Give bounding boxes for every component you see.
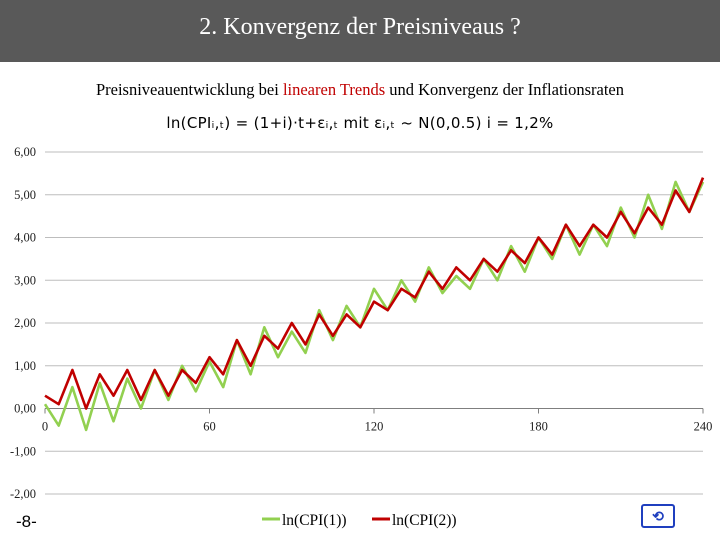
subtitle-pre: Preisniveauentwicklung bei	[95, 80, 283, 99]
slide-title: 2. Konvergenz der Preisniveaus ?	[199, 14, 521, 40]
y-tick-label: 0,00	[14, 402, 36, 416]
title-bar: 2. Konvergenz der Preisniveaus ?	[0, 0, 720, 62]
y-tick-label: -2,00	[10, 487, 36, 501]
chart-legend: ln(CPI(1)) ln(CPI(2))	[262, 512, 457, 529]
y-tick-label: 2,00	[14, 316, 36, 330]
return-icon[interactable]: ⟲	[641, 504, 675, 528]
chart-series	[43, 177, 705, 432]
page-number: -8-	[16, 512, 37, 531]
x-tick-label: 240	[694, 420, 713, 434]
legend-label-1: ln(CPI(1))	[282, 512, 347, 529]
y-tick-label: 3,00	[14, 273, 36, 287]
x-tick-label: 0	[42, 420, 48, 434]
x-tick-label: 60	[203, 420, 216, 434]
y-tick-label: 5,00	[14, 188, 36, 202]
x-tick-label: 120	[365, 420, 384, 434]
y-tick-label: 6,00	[14, 145, 36, 159]
y-tick-label: 4,00	[14, 231, 36, 245]
subtitle-post: und Konvergenz der Inflationsraten	[385, 80, 625, 99]
subtitle-highlight: linearen Trends	[282, 80, 386, 99]
chart-grid	[45, 151, 703, 495]
y-axis-ticks: 6,00 5,00 4,00 3,00 2,00 1,00 0,00 -1,00 -2,00	[10, 145, 36, 501]
model-formula: ln(CPIᵢ,ₜ) = (1+i)·t+εᵢ,ₜ mit εᵢ,ₜ ~ N(0…	[166, 114, 554, 132]
x-axis: 0 60 120 180 240	[42, 408, 713, 434]
y-tick-label: 1,00	[14, 359, 36, 373]
x-tick-label: 180	[529, 420, 548, 434]
series-line-2	[44, 177, 705, 410]
legend-label-2: ln(CPI(2))	[392, 512, 457, 529]
y-tick-label: -1,00	[10, 444, 36, 458]
chart-subtitle: Preisniveauentwicklung bei linearen Tren…	[0, 80, 720, 100]
